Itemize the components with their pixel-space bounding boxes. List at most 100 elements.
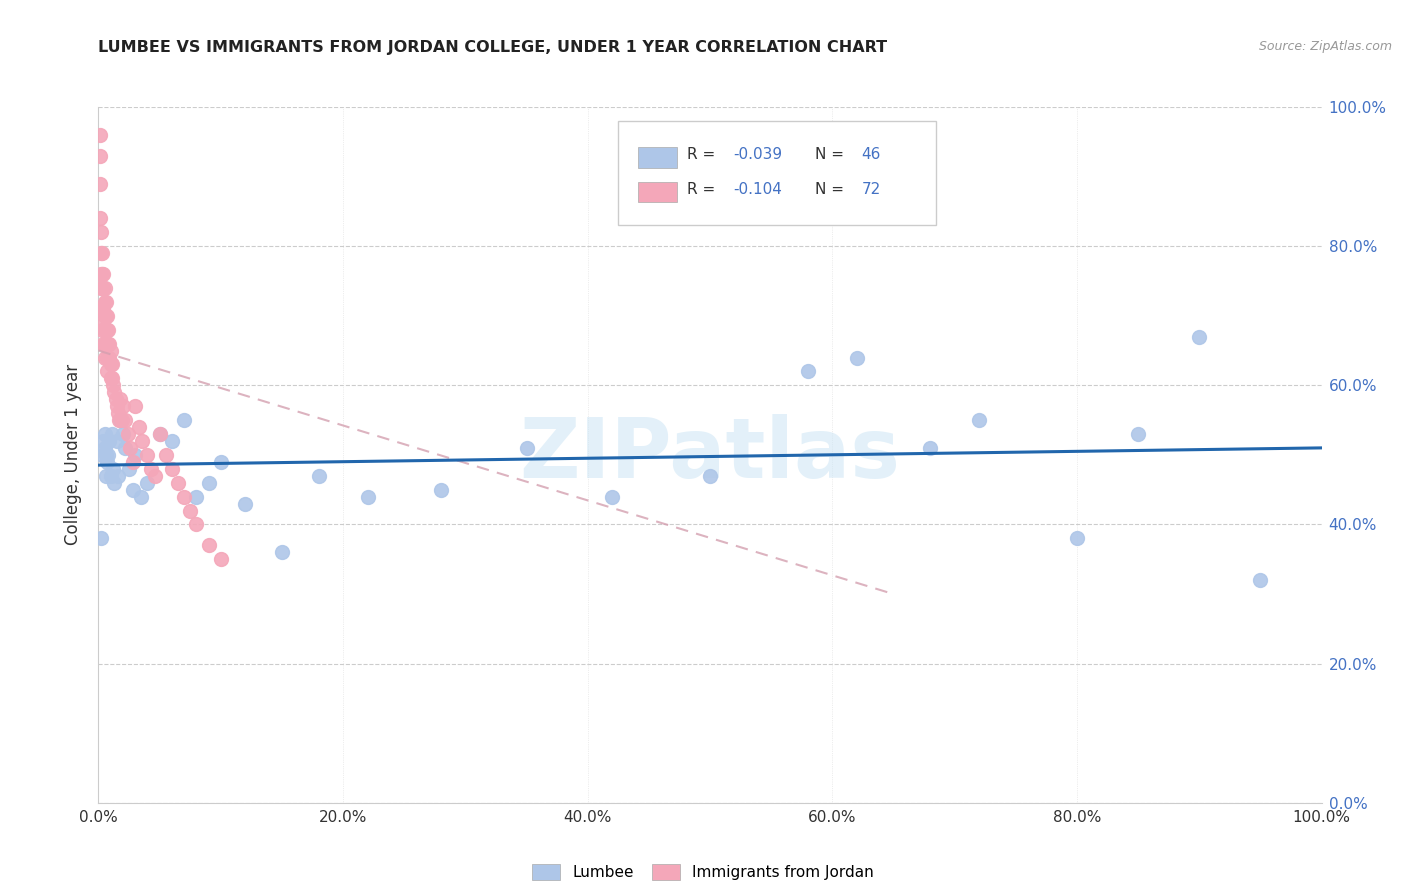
Point bbox=[108, 413, 131, 427]
Point bbox=[93, 323, 115, 337]
Point bbox=[1128, 427, 1150, 442]
Text: ZIPatlas: ZIPatlas bbox=[520, 415, 900, 495]
Point bbox=[94, 323, 117, 337]
Point bbox=[91, 301, 114, 316]
Point bbox=[90, 281, 112, 295]
Point bbox=[105, 434, 128, 448]
Point bbox=[160, 434, 183, 448]
Point bbox=[93, 309, 115, 323]
Text: 72: 72 bbox=[862, 182, 882, 196]
Point bbox=[136, 475, 159, 490]
Point bbox=[98, 434, 121, 448]
Point bbox=[100, 371, 122, 385]
Point bbox=[129, 490, 152, 504]
Point bbox=[111, 399, 134, 413]
Point bbox=[209, 455, 232, 469]
Text: 46: 46 bbox=[862, 147, 882, 161]
Point bbox=[845, 351, 868, 365]
Point bbox=[173, 490, 195, 504]
Point bbox=[186, 517, 208, 532]
Point bbox=[98, 336, 121, 351]
Point bbox=[101, 378, 124, 392]
Text: R =: R = bbox=[686, 182, 720, 196]
Point bbox=[131, 434, 153, 448]
Point bbox=[100, 468, 122, 483]
Point bbox=[167, 475, 190, 490]
Point bbox=[155, 448, 177, 462]
Point bbox=[91, 281, 114, 295]
Point bbox=[90, 246, 112, 260]
Point bbox=[1066, 532, 1088, 546]
Point bbox=[121, 455, 143, 469]
Point bbox=[124, 448, 146, 462]
Point bbox=[91, 323, 114, 337]
Point bbox=[100, 343, 122, 358]
Point bbox=[91, 267, 114, 281]
Point bbox=[89, 177, 111, 191]
Point bbox=[90, 301, 112, 316]
Point bbox=[91, 448, 114, 462]
Point bbox=[143, 468, 166, 483]
Point bbox=[117, 427, 139, 442]
Point bbox=[97, 448, 120, 462]
Point bbox=[91, 336, 114, 351]
Point bbox=[110, 413, 132, 427]
Point bbox=[89, 128, 111, 142]
Point bbox=[96, 364, 118, 378]
Point bbox=[209, 552, 232, 566]
Point bbox=[1188, 329, 1211, 343]
Point bbox=[111, 427, 134, 442]
Point bbox=[94, 336, 117, 351]
Point bbox=[233, 497, 256, 511]
Point bbox=[101, 462, 124, 476]
Point bbox=[97, 336, 120, 351]
Point bbox=[98, 351, 121, 365]
Point bbox=[101, 358, 124, 372]
Point bbox=[96, 323, 118, 337]
Point bbox=[101, 371, 124, 385]
Point bbox=[89, 149, 111, 163]
Point bbox=[139, 462, 162, 476]
Point bbox=[89, 211, 111, 226]
FancyBboxPatch shape bbox=[619, 121, 936, 226]
Point bbox=[118, 462, 141, 476]
Point bbox=[124, 399, 146, 413]
Text: LUMBEE VS IMMIGRANTS FROM JORDAN COLLEGE, UNDER 1 YEAR CORRELATION CHART: LUMBEE VS IMMIGRANTS FROM JORDAN COLLEGE… bbox=[98, 40, 887, 55]
FancyBboxPatch shape bbox=[638, 147, 678, 168]
Point bbox=[136, 448, 159, 462]
Point bbox=[179, 503, 201, 517]
Point bbox=[160, 462, 183, 476]
Text: R =: R = bbox=[686, 147, 720, 161]
Text: N =: N = bbox=[815, 147, 849, 161]
Point bbox=[101, 427, 124, 442]
Point bbox=[920, 441, 942, 455]
Text: Source: ZipAtlas.com: Source: ZipAtlas.com bbox=[1258, 40, 1392, 54]
Point bbox=[93, 281, 115, 295]
Point bbox=[600, 490, 623, 504]
Point bbox=[96, 351, 118, 365]
Point bbox=[94, 294, 117, 309]
Y-axis label: College, Under 1 year: College, Under 1 year bbox=[65, 364, 83, 546]
Point bbox=[93, 336, 115, 351]
Point bbox=[197, 475, 219, 490]
Point bbox=[96, 309, 118, 323]
Point bbox=[93, 294, 115, 309]
Point bbox=[107, 406, 129, 420]
Point bbox=[308, 468, 330, 483]
Point bbox=[173, 413, 195, 427]
Point bbox=[103, 475, 125, 490]
Point bbox=[100, 358, 122, 372]
Legend: Lumbee, Immigrants from Jordan: Lumbee, Immigrants from Jordan bbox=[533, 864, 873, 880]
Point bbox=[121, 483, 143, 497]
Point bbox=[149, 427, 172, 442]
Point bbox=[91, 301, 114, 316]
Point bbox=[93, 351, 115, 365]
Point bbox=[114, 413, 136, 427]
Point bbox=[110, 392, 132, 407]
Point bbox=[967, 413, 990, 427]
Point bbox=[94, 309, 117, 323]
Text: -0.104: -0.104 bbox=[734, 182, 782, 196]
Point bbox=[103, 385, 125, 400]
Point bbox=[96, 455, 118, 469]
Point bbox=[149, 427, 172, 442]
